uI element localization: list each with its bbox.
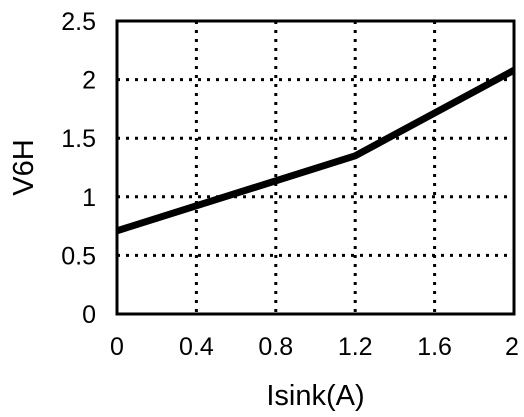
x-axis-title: Isink(A) xyxy=(266,380,364,412)
y-tick-labels: 0 0.5 1 1.5 2 2.5 xyxy=(61,8,96,329)
series-line xyxy=(115,67,516,235)
y-tick-label: 1 xyxy=(82,184,96,212)
x-tick-label: 1.2 xyxy=(338,333,373,361)
x-tick-label: 0 xyxy=(110,333,124,361)
y-tick-label: 2 xyxy=(82,67,96,95)
y-tick-label: 2.5 xyxy=(61,8,96,36)
x-tick-label: 0.8 xyxy=(258,333,293,361)
y-tick-label: 0 xyxy=(82,301,96,329)
y-tick-label: 1.5 xyxy=(61,125,96,153)
x-tick-label: 2 xyxy=(505,333,519,361)
grid-lines xyxy=(117,21,514,314)
x-tick-labels: 0 0.4 0.8 1.2 1.6 2 xyxy=(110,333,519,361)
x-tick-label: 1.6 xyxy=(417,333,452,361)
series-lines xyxy=(115,67,516,235)
plot-area-frame xyxy=(115,19,516,316)
y-axis-title: V6H xyxy=(8,139,40,195)
x-tick-label: 0.4 xyxy=(179,333,214,361)
y-tick-label: 0.5 xyxy=(61,242,96,270)
